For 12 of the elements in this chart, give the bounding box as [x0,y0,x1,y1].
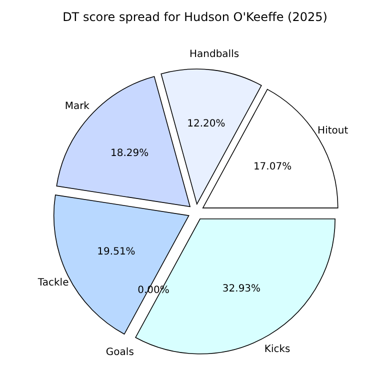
slice-label: Mark [64,101,90,112]
data-label: 19.51% [97,246,136,258]
category-label: Goals [106,346,134,358]
data-label: 32.93% [222,284,261,295]
chart-title: DT score spread for Hudson O'Keeffe (2025) [62,10,328,24]
slice-label: Hitout [318,126,348,137]
slice-label: Kicks [264,344,290,355]
slice-label: Tackle [36,278,69,289]
data-label: 12.20% [187,118,226,130]
slice-label: Handballs [189,48,240,60]
data-label: 17.07% [253,162,292,173]
data-label: 18.29% [110,148,149,159]
